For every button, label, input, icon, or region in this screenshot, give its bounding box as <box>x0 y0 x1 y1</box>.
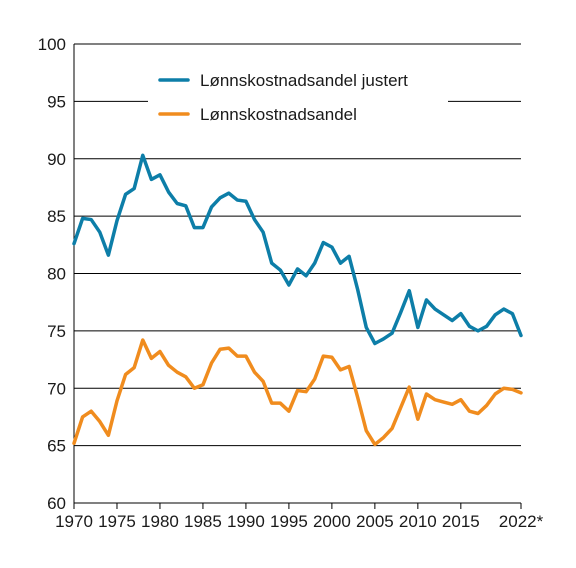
x-tick-label: 1990 <box>227 512 265 531</box>
y-tick-label: 65 <box>47 437 66 456</box>
y-tick-label: 95 <box>47 92 66 111</box>
legend-label-adjusted: Lønnskostnadsandel justert <box>200 71 408 90</box>
x-tick-label: 1970 <box>55 512 93 531</box>
axes <box>73 44 522 509</box>
x-tick-label: 2015 <box>442 512 480 531</box>
y-tick-label: 60 <box>47 494 66 513</box>
y-tick-label: 90 <box>47 150 66 169</box>
x-tick-label: 2022* <box>499 512 544 531</box>
x-tick-label: 2000 <box>313 512 351 531</box>
legend-background <box>148 64 448 130</box>
legend-label-unadjusted: Lønnskostnadsandel <box>200 105 357 124</box>
x-tick-label: 1995 <box>270 512 308 531</box>
y-tick-label: 100 <box>38 35 66 54</box>
x-tick-label: 1985 <box>184 512 222 531</box>
x-axis-tick-labels: 1970 1975 1980 1985 1990 1995 2000 2005 2010 2015… <box>55 512 544 531</box>
series-line-unadjusted <box>72 338 523 447</box>
x-tick-label: 2005 <box>356 512 394 531</box>
x-tick-label: 1980 <box>141 512 179 531</box>
gridlines <box>74 43 521 504</box>
y-tick-label: 75 <box>47 322 66 341</box>
y-tick-label: 80 <box>47 265 66 284</box>
x-tick-label: 1975 <box>98 512 136 531</box>
y-tick-label: 85 <box>47 207 66 226</box>
legend: Lønnskostnadsandel justert Lønnskostnads… <box>148 64 448 130</box>
y-axis-tick-labels: 60 65 70 75 80 85 90 95 100 <box>38 35 66 513</box>
series-line-adjusted <box>72 153 523 346</box>
y-tick-label: 70 <box>47 379 66 398</box>
series-lines <box>72 153 523 447</box>
x-tick-label: 2010 <box>399 512 437 531</box>
